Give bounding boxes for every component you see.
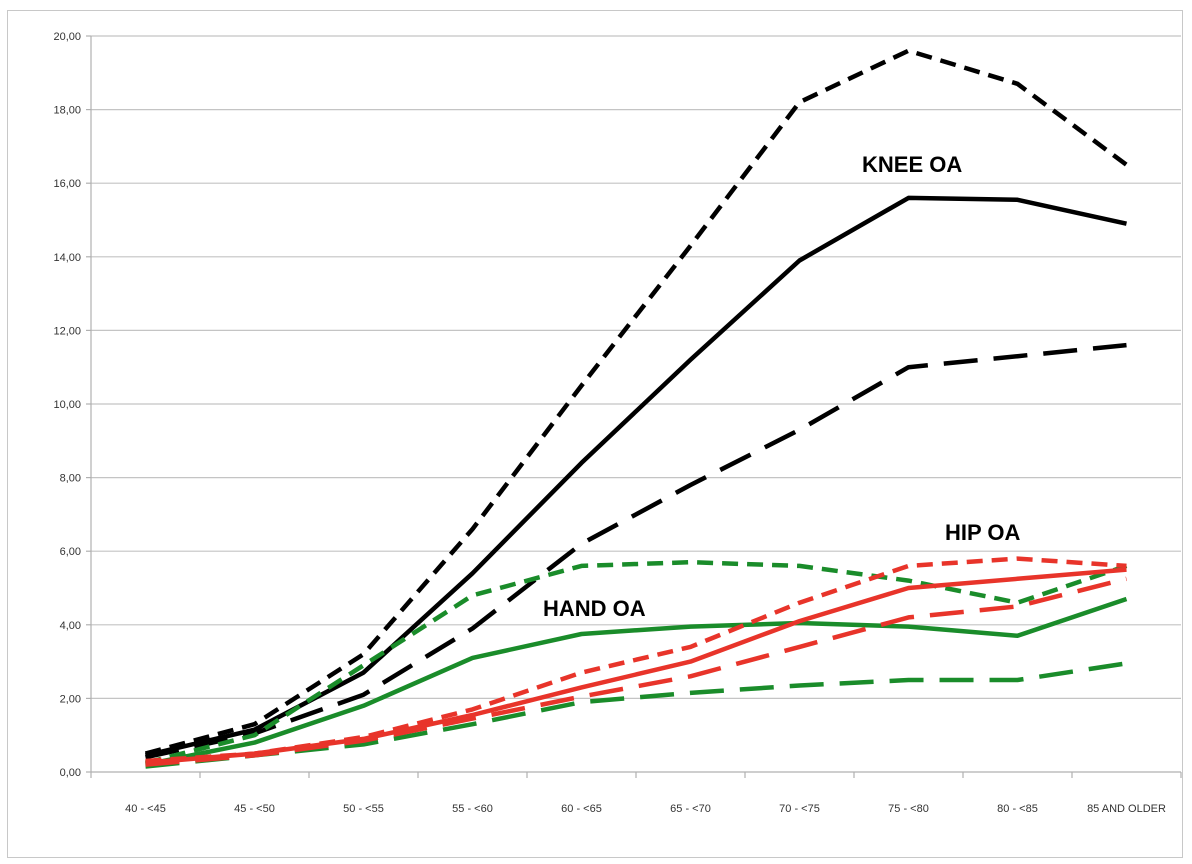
y-tick-label: 14,00 <box>53 252 81 264</box>
series-lines <box>144 48 1128 769</box>
series-line <box>144 195 1127 758</box>
x-tick-label: 80 - <85 <box>997 803 1038 815</box>
series-line <box>144 48 1128 756</box>
x-tick-label: 55 - <60 <box>452 803 493 815</box>
series-line <box>145 596 1128 767</box>
annotation-hand-oa: HAND OA <box>543 596 646 621</box>
x-tick-labels: 40 - <45 45 - <50 50 - <55 55 - <60 60 - <65… <box>125 803 1166 815</box>
y-tick-label: 18,00 <box>53 105 81 117</box>
annotation-hip-oa: HIP OA <box>945 520 1021 545</box>
x-tick-label: 75 - <80 <box>888 803 929 815</box>
y-tick-label: 0,00 <box>60 767 81 779</box>
x-tick-label: 85 AND OLDER <box>1087 803 1166 815</box>
x-tick-label: 60 - <65 <box>561 803 602 815</box>
y-tick-label: 4,00 <box>60 620 81 632</box>
y-tick-label: 2,00 <box>60 693 81 705</box>
series-line <box>145 661 1127 769</box>
axes <box>86 35 1182 778</box>
series-line <box>144 559 1128 765</box>
series-line <box>145 342 1127 760</box>
series-line <box>145 576 1128 767</box>
chart-frame <box>7 10 1183 858</box>
y-tick-label: 10,00 <box>53 399 81 411</box>
x-tick-label: 45 - <50 <box>234 803 275 815</box>
y-tick-label: 12,00 <box>53 325 81 337</box>
y-tick-label: 20,00 <box>53 31 81 43</box>
gridlines <box>91 35 1181 773</box>
x-tick-label: 40 - <45 <box>125 803 166 815</box>
x-tick-label: 50 - <55 <box>343 803 384 815</box>
annotations: KNEE OA HIP OA HAND OA <box>543 152 1021 621</box>
x-tick-label: 70 - <75 <box>779 803 820 815</box>
y-tick-label: 16,00 <box>53 178 81 190</box>
y-tick-labels: 0,00 2,00 4,00 6,00 8,00 10,00 12,00 14,00 16,00… <box>53 31 81 779</box>
y-tick-label: 6,00 <box>60 546 81 558</box>
y-tick-label: 8,00 <box>60 473 81 485</box>
x-tick-label: 65 - <70 <box>670 803 711 815</box>
annotation-knee-oa: KNEE OA <box>862 152 962 177</box>
